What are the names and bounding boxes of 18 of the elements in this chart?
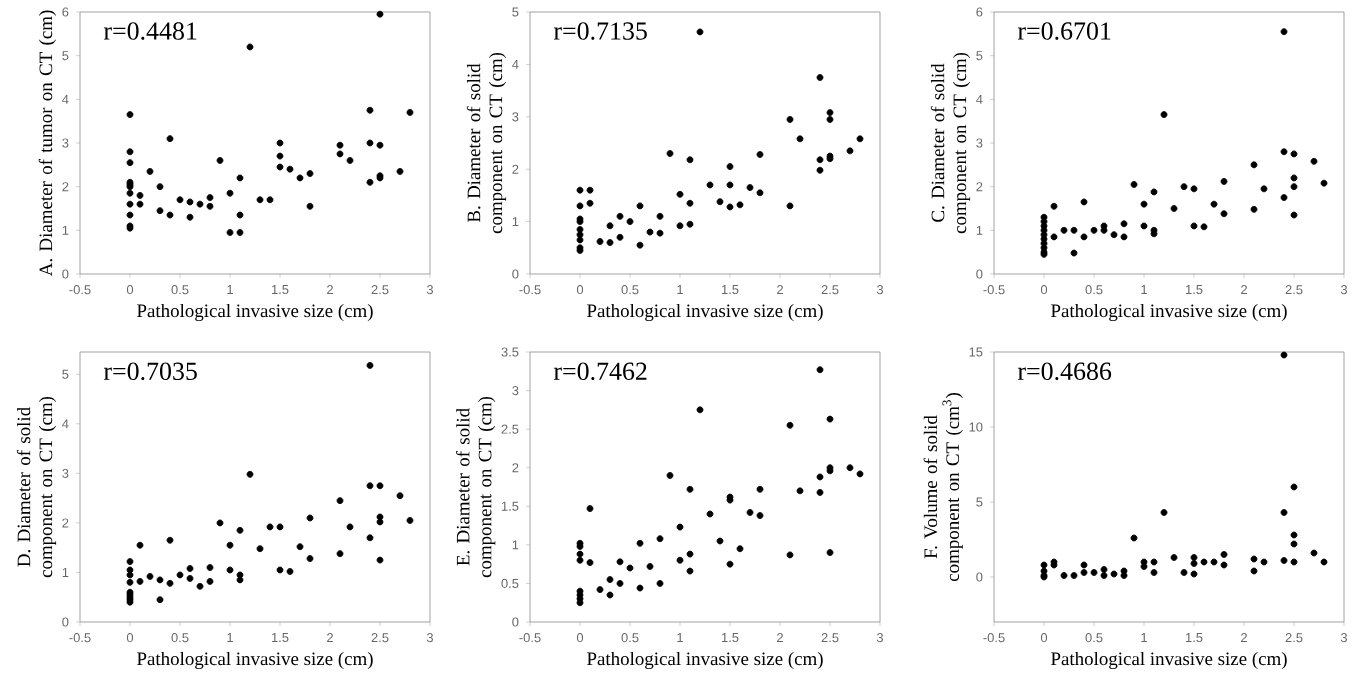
- annotation: r=0.4481: [103, 22, 197, 40]
- y-axis-title: D. Diameter of solid component on CT (cm): [16, 396, 57, 578]
- x-axis-title: Pathological invasive size (cm): [587, 651, 823, 670]
- y-axis-title: C. Diameter of solid component on CT (cm): [930, 52, 971, 234]
- y-axis-title: A. Diameter of tumor on CT (cm): [38, 10, 57, 277]
- x-axis-title: Pathological invasive size (cm): [137, 651, 373, 670]
- annotation: r=0.7462: [553, 362, 647, 381]
- x-axis-title: Pathological invasive size (cm): [1051, 651, 1287, 670]
- annotation: r=0.7035: [103, 362, 197, 381]
- x-axis-title: Pathological invasive size (cm): [587, 303, 823, 322]
- y-axis-title: B. Diameter of solid component on CT (cm): [466, 52, 507, 234]
- y-axis-title: E. Diameter of solid component on CT (cm): [455, 396, 496, 578]
- annotation: r=0.7135: [553, 22, 647, 40]
- annotation: r=0.4686: [1017, 362, 1112, 381]
- annotation: r=0.6701: [1017, 22, 1111, 40]
- x-axis-title: Pathological invasive size (cm): [1051, 303, 1287, 322]
- y-axis-title: F. Volume of solid component on CT (cm$^{3}$): [923, 393, 963, 582]
- x-axis-title: Pathological invasive size (cm): [137, 303, 373, 322]
